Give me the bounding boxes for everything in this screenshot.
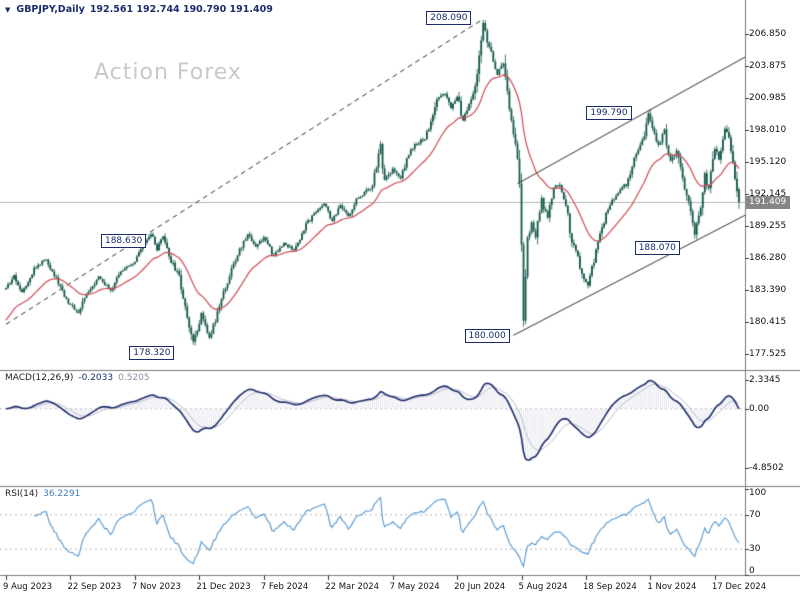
price-annotation[interactable]: 188.630 [100, 234, 147, 249]
price-axis-label: 180.415 [749, 317, 787, 328]
price-annotation[interactable]: 188.070 [634, 240, 680, 255]
time-axis-label: 7 Nov 2023 [131, 582, 181, 592]
price-annotation[interactable]: 199.790 [586, 105, 632, 120]
price-axis-label: 200.985 [749, 92, 787, 103]
time-axis-label: 18 Sep 2024 [582, 582, 637, 592]
ohlc-values: 192.561 192.744 190.790 191.409 [89, 4, 273, 15]
price-axis-label: 206.850 [749, 28, 787, 39]
price-axis-label: 183.390 [749, 284, 787, 295]
time-axis-label: 5 Aug 2024 [518, 582, 568, 592]
macd-value-main: -0.2033 [78, 373, 114, 383]
time-axis-label: 22 Sep 2023 [67, 582, 122, 592]
watermark: Action Forex [94, 60, 242, 85]
macd-name: MACD(12,26,9) [5, 373, 74, 383]
rsi-axis-label: 30 [749, 544, 761, 555]
macd-value-signal: 0.5205 [118, 373, 150, 383]
time-axis-label: 20 Jun 2024 [454, 582, 506, 592]
price-axis-label: 203.875 [749, 61, 787, 72]
macd-axis-label: 2.3345 [749, 375, 781, 386]
time-axis-label: 9 Aug 2023 [3, 582, 53, 592]
price-axis-label: 195.120 [749, 156, 787, 167]
time-axis-label: 1 Nov 2024 [647, 582, 697, 592]
time-axis-label: 7 Feb 2024 [260, 582, 309, 592]
rsi-value: 36.2291 [43, 489, 81, 499]
symbol-timeframe-label: GBPJPY,Daily [16, 4, 85, 15]
price-annotation[interactable]: 180.000 [464, 328, 510, 343]
price-axis-label: 198.010 [749, 125, 787, 136]
price-annotation[interactable]: 178.320 [129, 345, 175, 360]
rsi-axis-label: 0 [749, 566, 755, 576]
price-axis-label: 192.145 [749, 189, 787, 200]
time-axis-label: 7 May 2024 [389, 582, 440, 592]
rsi-indicator-label: RSI(14) 36.2291 [5, 489, 85, 499]
price-axis-label: 189.255 [749, 220, 787, 231]
time-axis-label: 22 Mar 2024 [325, 582, 380, 592]
chart-header: ▼ GBPJPY,Daily 192.561 192.744 190.790 1… [5, 4, 273, 15]
macd-axis-label: -4.8502 [749, 463, 784, 474]
time-axis-label: 17 Dec 2024 [711, 582, 767, 592]
macd-indicator-label: MACD(12,26,9) -0.2033 0.5205 [5, 373, 155, 383]
rsi-axis-label: 70 [749, 509, 761, 520]
time-axis-label: 21 Dec 2023 [196, 582, 251, 592]
rsi-name: RSI(14) [5, 489, 39, 499]
rsi-axis-label: 100 [749, 488, 767, 498]
price-annotation[interactable]: 208.090 [426, 11, 472, 26]
macd-axis-label: 0.00 [749, 403, 770, 414]
symbol-dropdown-arrow[interactable]: ▼ [5, 5, 11, 14]
price-axis-label: 186.280 [749, 253, 787, 264]
price-axis-label: 177.525 [749, 348, 787, 359]
current-price-tag: 191.409 [746, 196, 791, 210]
